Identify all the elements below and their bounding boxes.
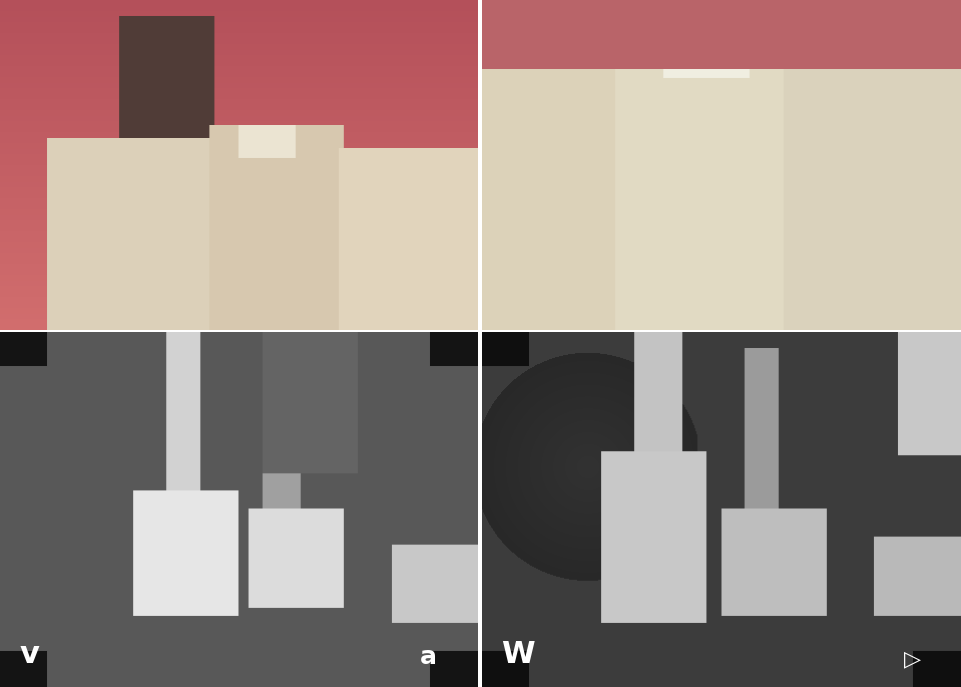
- Text: ▷: ▷: [903, 649, 921, 669]
- Text: a: a: [420, 645, 437, 669]
- Text: W: W: [502, 640, 535, 669]
- Text: v: v: [19, 640, 39, 669]
